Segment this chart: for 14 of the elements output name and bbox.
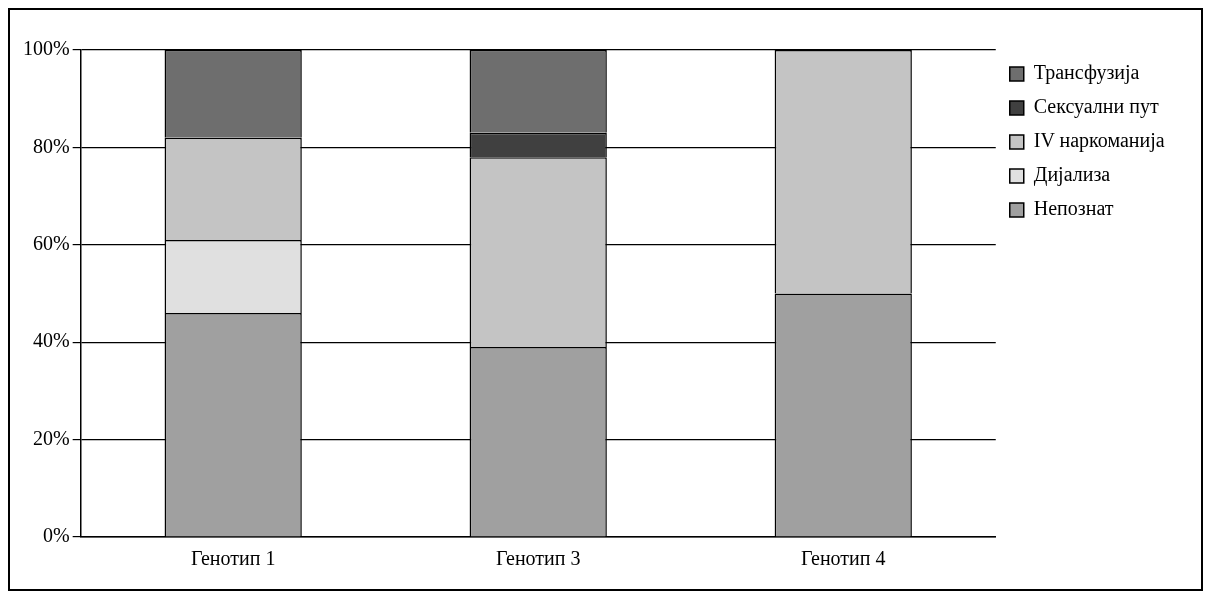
x-tick-label: Генотип 3 <box>495 547 581 570</box>
legend-label: IV наркоманија <box>1033 129 1165 153</box>
legend-label: Сексуални пут <box>1033 95 1159 119</box>
x-tick-label: Генотип 1 <box>190 547 276 570</box>
legend-label: Непознат <box>1033 197 1114 220</box>
y-tick-label: 100% <box>22 37 70 60</box>
y-tick-label: 40% <box>32 329 70 352</box>
legend-label: Трансфузија <box>1033 61 1140 85</box>
y-tick-label: 60% <box>32 232 70 255</box>
y-tick-label: 80% <box>32 134 70 157</box>
x-tick-label: Генотип 4 <box>800 547 886 570</box>
y-tick-label: 0% <box>42 524 70 547</box>
y-tick-label: 20% <box>32 426 70 449</box>
legend-label: Дијализа <box>1033 163 1111 187</box>
